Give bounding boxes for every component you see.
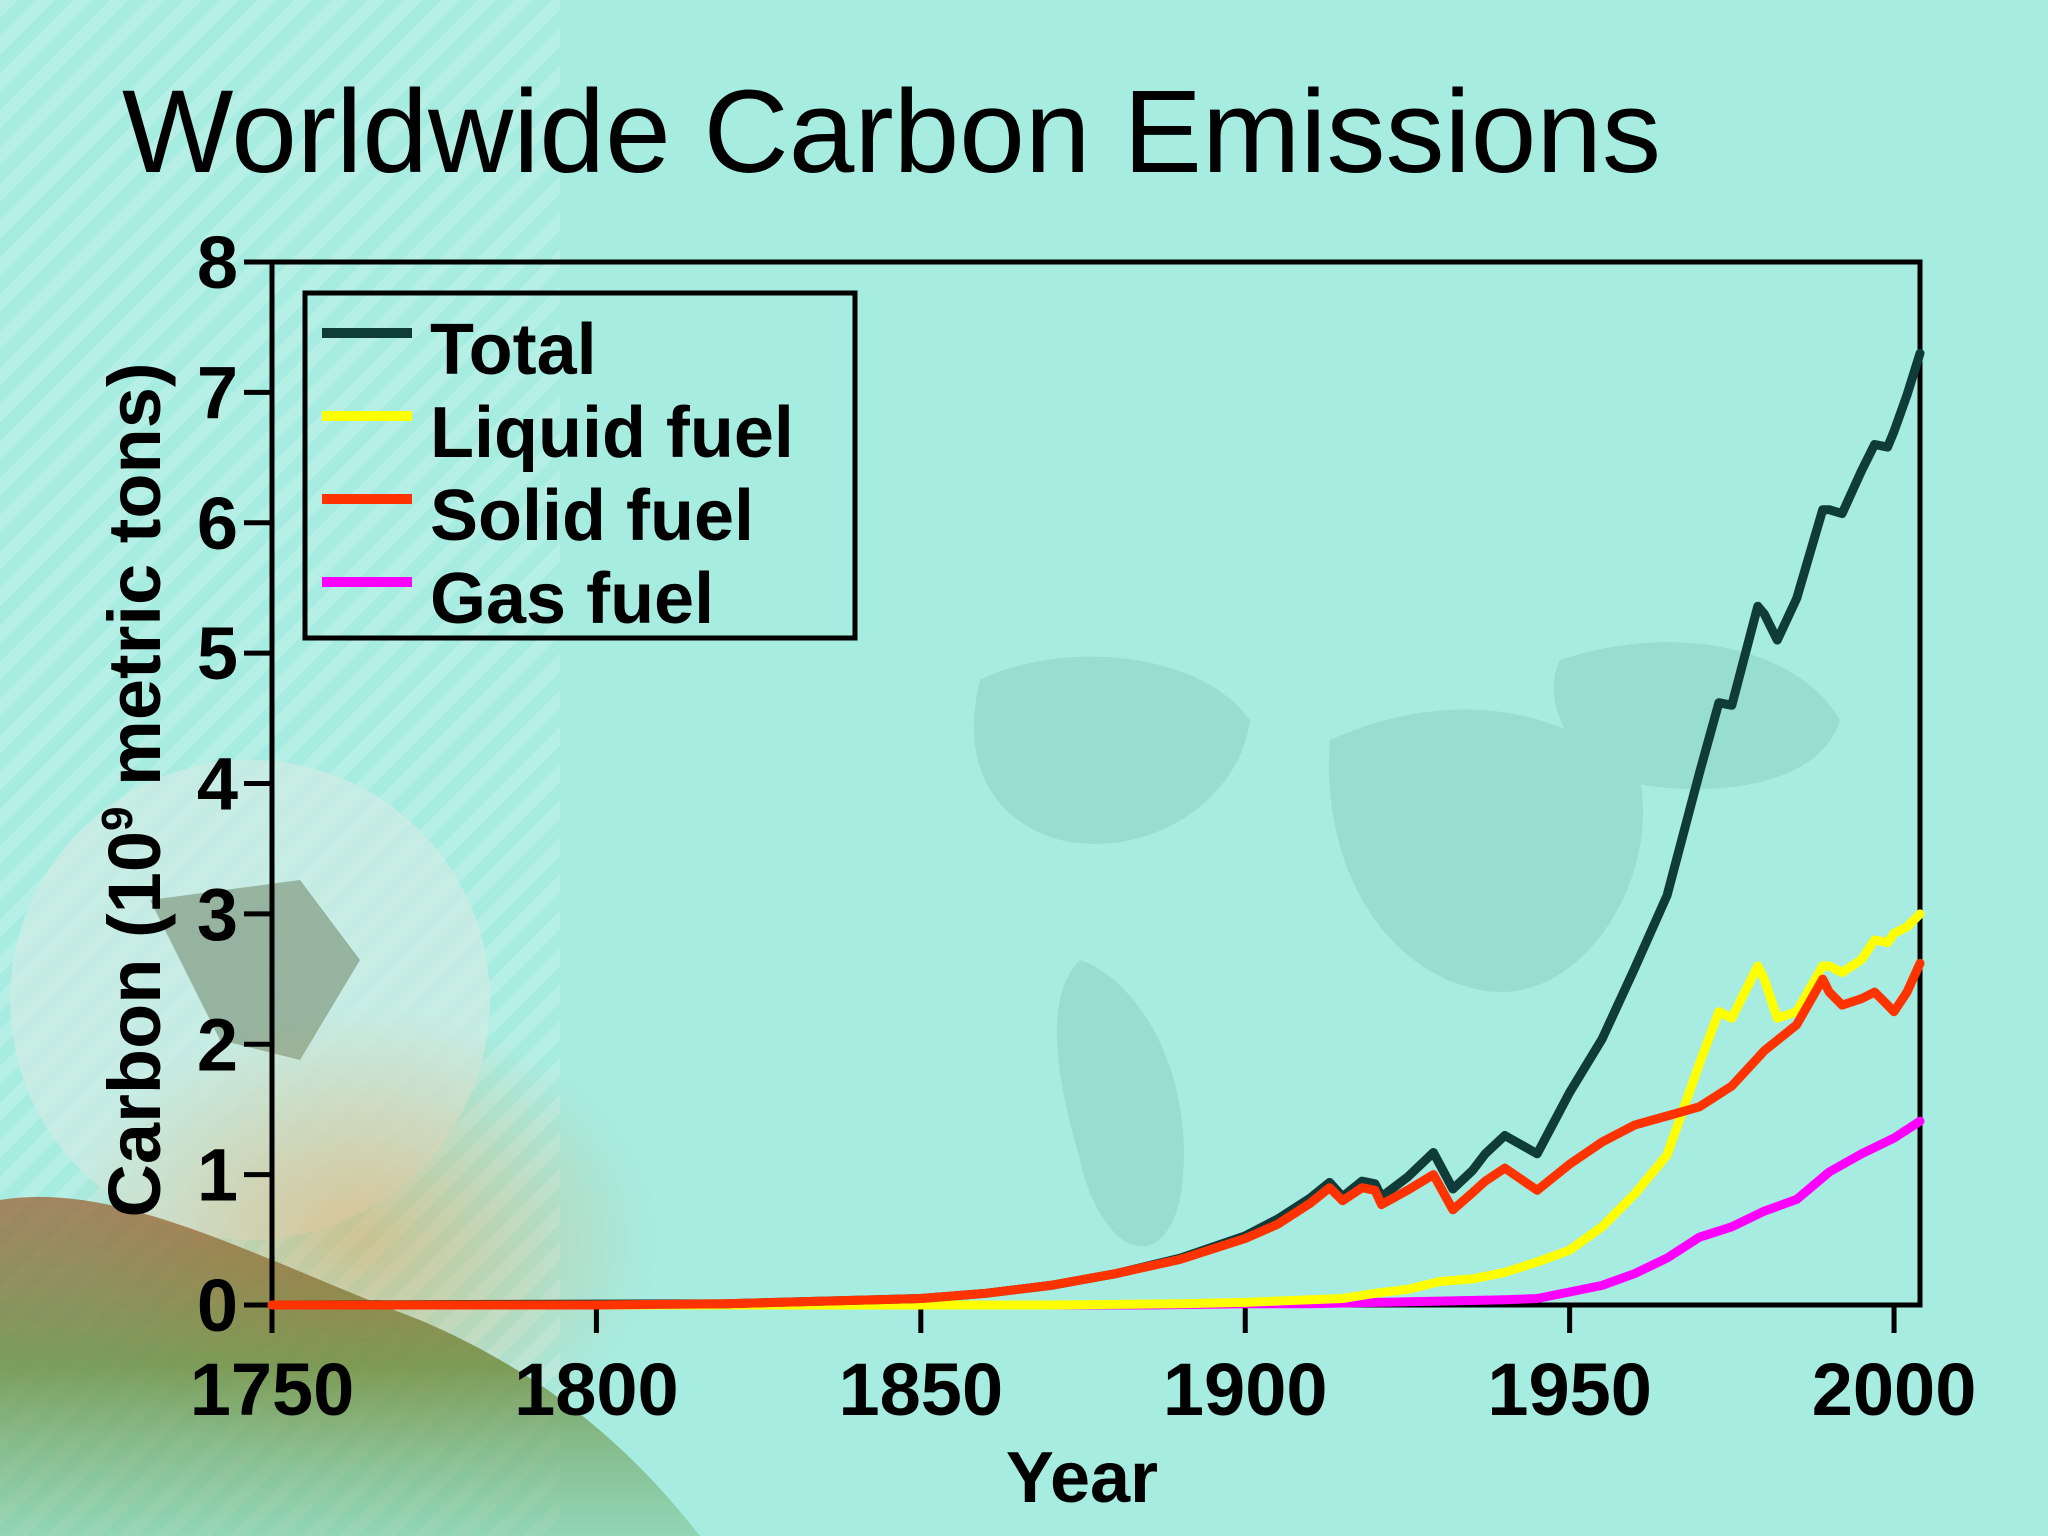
series-line-liquid-fuel xyxy=(267,909,1925,1310)
y-tick-label: 3 xyxy=(197,873,238,956)
y-axis-label-base: Carbon (10 xyxy=(93,831,176,1218)
series-lines xyxy=(267,348,1925,1310)
y-tick-label: 8 xyxy=(197,221,238,304)
y-axis-label: Carbon (109 metric tons) xyxy=(93,362,176,1217)
y-axis-label-tail: metric tons) xyxy=(93,362,176,806)
x-axis-label: Year xyxy=(1006,1438,1158,1518)
legend-label-solid: Solid fuel xyxy=(430,476,754,556)
legend-label-gas: Gas fuel xyxy=(430,559,714,639)
legend: Total Liquid fuel Solid fuel Gas fuel xyxy=(302,290,858,641)
y-axis: 0 1 2 3 4 5 6 7 8 xyxy=(197,221,272,1347)
series-line-solid-fuel xyxy=(267,958,1925,1310)
x-axis: 1750 1800 1850 1900 1950 2000 xyxy=(190,1305,1977,1431)
y-tick-label: 6 xyxy=(197,482,238,565)
x-tick-label: 1850 xyxy=(839,1348,1004,1431)
x-tick-label: 1950 xyxy=(1487,1348,1652,1431)
x-tick-label: 1900 xyxy=(1163,1348,1328,1431)
x-tick-label: 2000 xyxy=(1812,1348,1977,1431)
y-axis-label-sup: 9 xyxy=(93,807,142,831)
y-tick-label: 5 xyxy=(197,612,238,695)
y-tick-label: 2 xyxy=(197,1003,238,1086)
slide-title: Worldwide Carbon Emissions xyxy=(122,66,1661,198)
x-tick-label: 1750 xyxy=(190,1348,355,1431)
y-tick-label: 4 xyxy=(197,743,238,826)
y-tick-label: 7 xyxy=(197,351,238,434)
x-tick-label: 1800 xyxy=(514,1348,679,1431)
legend-box xyxy=(302,290,858,641)
y-tick-label: 1 xyxy=(197,1134,238,1217)
legend-label-total: Total xyxy=(430,310,597,390)
legend-label-liquid: Liquid fuel xyxy=(430,393,794,473)
y-tick-label: 0 xyxy=(197,1264,238,1347)
